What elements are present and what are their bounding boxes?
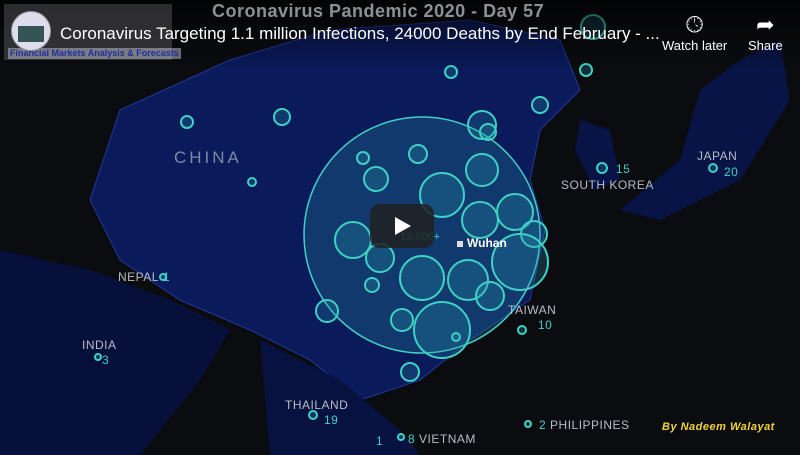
india-count: 3	[102, 353, 110, 367]
case-circle	[334, 221, 372, 259]
case-circle	[708, 163, 718, 173]
case-circle	[467, 110, 497, 140]
case-circle	[399, 255, 445, 301]
case-circle	[363, 166, 389, 192]
taiwan-count: 10	[538, 318, 553, 332]
video-heading: Coronavirus Pandemic 2020 - Day 57	[212, 1, 545, 21]
case-circle	[315, 299, 339, 323]
country-vietnam: 8 VIETNAM	[408, 432, 476, 446]
case-circle	[451, 332, 461, 342]
china-label: CHINA	[174, 148, 242, 167]
case-circle	[461, 201, 499, 239]
country-south-korea: SOUTH KOREA	[561, 178, 654, 192]
southeast-asia-landmass	[260, 340, 420, 455]
clock-icon: 🕓︎	[685, 12, 704, 37]
channel-logo	[18, 26, 44, 42]
case-circle	[524, 420, 532, 428]
case-circle	[356, 151, 370, 165]
case-circle	[180, 115, 194, 129]
channel-avatar[interactable]	[11, 11, 51, 51]
case-circle	[413, 301, 471, 359]
share-arrow-icon: ➦	[756, 12, 775, 37]
country-south-korea-count: 15	[616, 162, 631, 176]
case-circle	[308, 410, 318, 420]
video-title[interactable]: Coronavirus Targeting 1.1 million Infect…	[60, 24, 660, 43]
watch-later-label: Watch later	[662, 38, 728, 53]
country-count-extra: 1	[376, 434, 384, 448]
india-landmass	[0, 250, 230, 455]
country-taiwan: TAIWAN	[508, 303, 557, 317]
author-credit: By Nadeem Walayat	[662, 421, 775, 433]
watch-later-button[interactable]: 🕓︎ Watch later	[662, 12, 727, 53]
case-circle	[475, 281, 505, 311]
country-thailand: THAILAND	[285, 398, 349, 412]
case-circle	[479, 123, 497, 141]
case-circle	[390, 308, 414, 332]
case-circle	[364, 277, 380, 293]
case-circle	[408, 144, 428, 164]
case-circle	[365, 243, 395, 273]
play-button[interactable]	[370, 204, 434, 248]
country-nepal: NEPAL 1	[118, 270, 171, 284]
country-japan: JAPAN	[697, 149, 738, 163]
japan-count: 20	[724, 165, 739, 179]
country-philippines: 2 PHILIPPINES	[539, 418, 630, 432]
wuhan-label: Wuhan	[457, 236, 507, 250]
thailand-count: 19	[324, 413, 339, 427]
case-circle	[517, 325, 527, 335]
case-circle	[400, 362, 420, 382]
country-india: INDIA	[82, 338, 117, 352]
case-circle	[247, 177, 257, 187]
case-circle	[273, 108, 291, 126]
case-circle	[159, 273, 167, 281]
share-label: Share	[748, 38, 783, 53]
case-circle	[397, 433, 405, 441]
case-circle	[531, 96, 549, 114]
case-circle	[465, 153, 499, 187]
case-circle	[596, 162, 608, 174]
channel-tagline: Financial Markets Analysis & Forecasts	[8, 48, 181, 59]
share-button[interactable]: ➦ Share	[748, 12, 783, 53]
case-circle	[94, 353, 102, 361]
korea-landmass	[575, 120, 620, 190]
japan-landmass	[620, 40, 790, 220]
